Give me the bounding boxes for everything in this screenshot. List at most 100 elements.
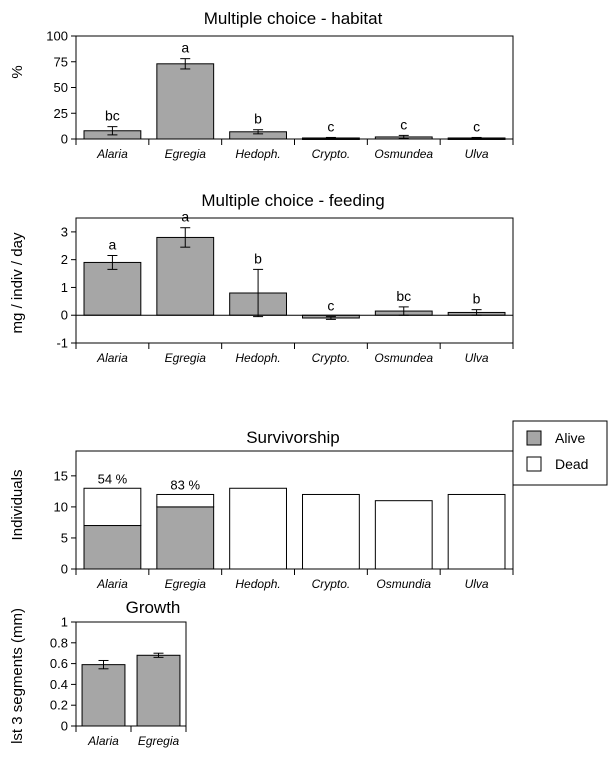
feeding-category-label: Egregia	[165, 351, 207, 365]
survivorship-bar-alive	[156, 506, 215, 570]
habitat-y-tick-label: 100	[46, 29, 68, 44]
habitat-y-tick-label: 0	[61, 132, 68, 147]
feeding-y-tick-label: 1	[61, 280, 68, 295]
habitat-bars	[83, 63, 506, 140]
survivorship-category-label: Ulva	[465, 577, 489, 591]
habitat-category-label: Egregia	[165, 147, 207, 161]
habitat-significance-letter: bc	[105, 108, 120, 124]
growth-category-label: Alaria	[87, 734, 119, 748]
habitat-y-tick-label: 75	[54, 54, 68, 69]
growth-bars	[81, 654, 181, 727]
survivorship-category-label: Egregia	[165, 577, 207, 591]
survivorship-bar-dead	[447, 493, 506, 570]
habitat-significance-letter: b	[254, 111, 262, 127]
survivorship-legend-swatch-dead	[526, 456, 542, 472]
habitat-axes	[75, 35, 514, 145]
survivorship-bar-dead	[374, 500, 433, 570]
survivorship-bar-dead	[83, 487, 142, 527]
feeding-category-label: Ulva	[465, 351, 489, 365]
survivorship-bar-label: 83 %	[170, 477, 200, 492]
habitat-category-label: Ulva	[465, 147, 489, 161]
growth-y-tick-label: 0	[61, 719, 68, 734]
growth-y-tick-label: 0.4	[50, 677, 68, 692]
habitat-y-tick-label: 25	[54, 106, 68, 121]
habitat-significance-letter: c	[327, 118, 334, 134]
survivorship-chart: Survivorship Individuals 54 % 83 % 0 5 10 15…	[9, 420, 608, 591]
survivorship-yticks: 0 5 10 15	[54, 468, 76, 577]
feeding-y-tick-label: 3	[61, 224, 68, 239]
survivorship-y-tick-label: 5	[61, 530, 68, 545]
survivorship-category-label: Hedoph.	[235, 577, 280, 591]
habitat-category-label: Crypto.	[312, 147, 351, 161]
growth-categories: Alaria Egregia	[87, 734, 179, 748]
feeding-y-tick-label: -1	[56, 336, 68, 351]
growth-ylabel: lst 3 segments (mm)	[9, 608, 26, 744]
feeding-bar	[156, 236, 215, 316]
habitat-categories: Alaria Egregia Hedoph. Crypto. Osmundea Ulva	[96, 147, 489, 161]
habitat-significance-letter: c	[473, 118, 480, 134]
survivorship-legend-label-dead: Dead	[555, 456, 588, 472]
survivorship-y-tick-label: 15	[54, 468, 68, 483]
feeding-yticks: -1 0 1 2 3	[56, 224, 76, 351]
habitat-significance-letter: c	[400, 116, 407, 132]
growth-bar	[81, 664, 126, 727]
feeding-y-tick-label: 0	[61, 308, 68, 323]
growth-y-tick-label: 0.6	[50, 656, 68, 671]
feeding-categories: Alaria Egregia Hedoph. Crypto. Osmundea Ulva	[96, 351, 489, 365]
growth-chart: Growth lst 3 segments (mm) 0 0.2 0.4 0.6 0.8…	[9, 598, 187, 748]
survivorship-y-tick-label: 0	[61, 562, 68, 577]
survivorship-category-label: Osmundia	[376, 577, 431, 591]
habitat-yticks: 0 25 50 75 100	[46, 29, 76, 147]
habitat-bar	[156, 63, 215, 140]
habitat-category-label: Hedoph.	[235, 147, 280, 161]
habitat-errorbars	[107, 58, 482, 139]
habitat-plot-frame	[75, 35, 514, 140]
survivorship-axes	[75, 450, 514, 575]
survivorship-bar-dead	[229, 487, 287, 570]
survivorship-legend-label-alive: Alive	[555, 430, 586, 446]
growth-title: Growth	[126, 598, 181, 617]
survivorship-legend: Alive Dead	[512, 420, 608, 486]
feeding-category-label: Alaria	[96, 351, 128, 365]
growth-axes	[75, 621, 187, 732]
feeding-chart: Multiple choice - feeding mg / indiv / d…	[9, 191, 514, 365]
growth-y-tick-label: 0.2	[50, 698, 68, 713]
survivorship-ylabel: Individuals	[9, 470, 26, 541]
survivorship-bar-dead	[156, 493, 215, 508]
feeding-significance-letter: a	[109, 237, 117, 253]
survivorship-bar-alive	[83, 525, 142, 570]
habitat-y-tick-label: 50	[54, 80, 68, 95]
survivorship-bar-labels: 54 % 83 %	[98, 471, 201, 492]
growth-y-tick-label: 1	[61, 615, 68, 630]
feeding-ylabel: mg / indiv / day	[9, 232, 26, 333]
survivorship-category-label: Alaria	[96, 577, 128, 591]
habitat-significance-letter: a	[181, 40, 189, 56]
growth-yticks: 0 0.2 0.4 0.6 0.8 1	[50, 615, 76, 734]
survivorship-y-tick-label: 10	[54, 499, 68, 514]
growth-y-tick-label: 0.8	[50, 635, 68, 650]
feeding-plot-frame	[75, 217, 514, 344]
habitat-title: Multiple choice - habitat	[204, 9, 383, 28]
survivorship-categories: Alaria Egregia Hedoph. Crypto. Osmundia Ulva	[96, 577, 489, 591]
feeding-significance-letter: b	[473, 291, 481, 307]
feeding-axes	[75, 217, 514, 349]
feeding-title: Multiple choice - feeding	[201, 191, 384, 210]
feeding-significance-letter: a	[181, 209, 189, 225]
feeding-significance-letter: bc	[396, 288, 411, 304]
feeding-significance-letter: b	[254, 250, 262, 266]
habitat-category-label: Osmundea	[374, 147, 433, 161]
feeding-bar	[83, 261, 142, 316]
feeding-category-label: Hedoph.	[235, 351, 280, 365]
habitat-category-label: Alaria	[96, 147, 128, 161]
survivorship-title: Survivorship	[246, 428, 340, 447]
survivorship-plot-frame	[75, 450, 514, 570]
feeding-bars	[83, 236, 506, 319]
growth-category-label: Egregia	[138, 734, 180, 748]
habitat-ylabel: %	[9, 65, 26, 78]
survivorship-category-label: Crypto.	[312, 577, 351, 591]
feeding-category-label: Osmundea	[374, 351, 433, 365]
